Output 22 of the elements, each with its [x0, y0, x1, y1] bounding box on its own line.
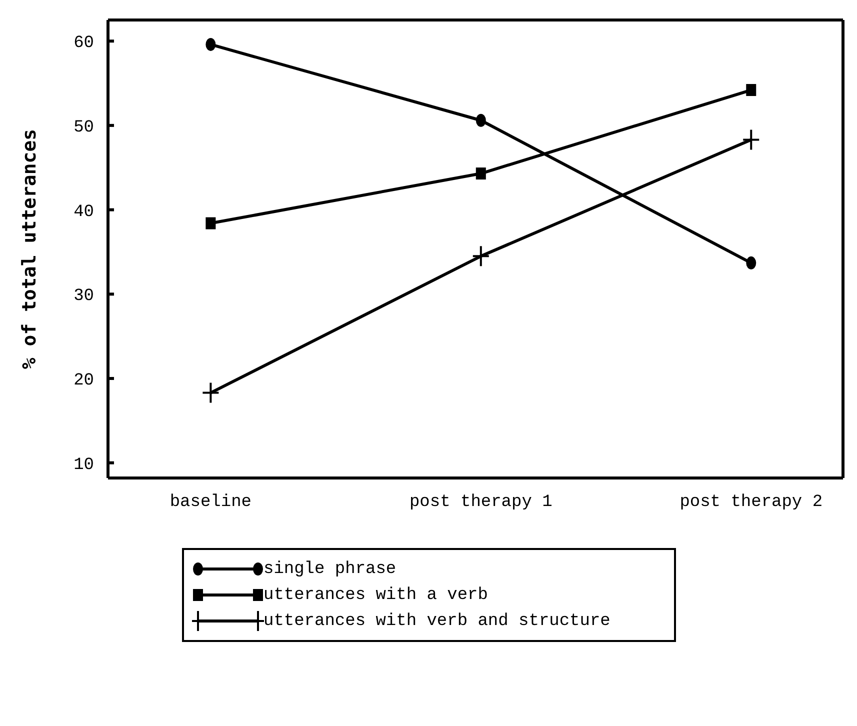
- legend-label: utterances with a verb: [264, 586, 488, 604]
- point: [746, 84, 756, 96]
- point: [202, 382, 219, 403]
- point: [743, 130, 760, 150]
- legend-label: utterances with verb and structure: [264, 612, 610, 630]
- x-tick-label: post therapy 1: [409, 493, 552, 512]
- y-tick-label: 60: [74, 34, 94, 54]
- point: [746, 256, 756, 270]
- y-tick-label: 50: [74, 118, 94, 138]
- x-tick-label: baseline: [170, 493, 252, 512]
- y-tick-label: 30: [74, 287, 94, 306]
- x-tick-label: post therapy 2: [680, 493, 823, 512]
- y-tick-label: 40: [74, 202, 94, 222]
- point: [472, 246, 489, 266]
- legend-label: single phrase: [264, 560, 396, 578]
- y-axis-title: % of total utterances: [18, 128, 41, 370]
- point: [206, 217, 216, 230]
- point: [476, 114, 486, 127]
- y-tick-label: 10: [74, 456, 94, 475]
- y-tick-label: 20: [74, 372, 94, 391]
- point: [476, 168, 486, 180]
- point: [206, 38, 216, 51]
